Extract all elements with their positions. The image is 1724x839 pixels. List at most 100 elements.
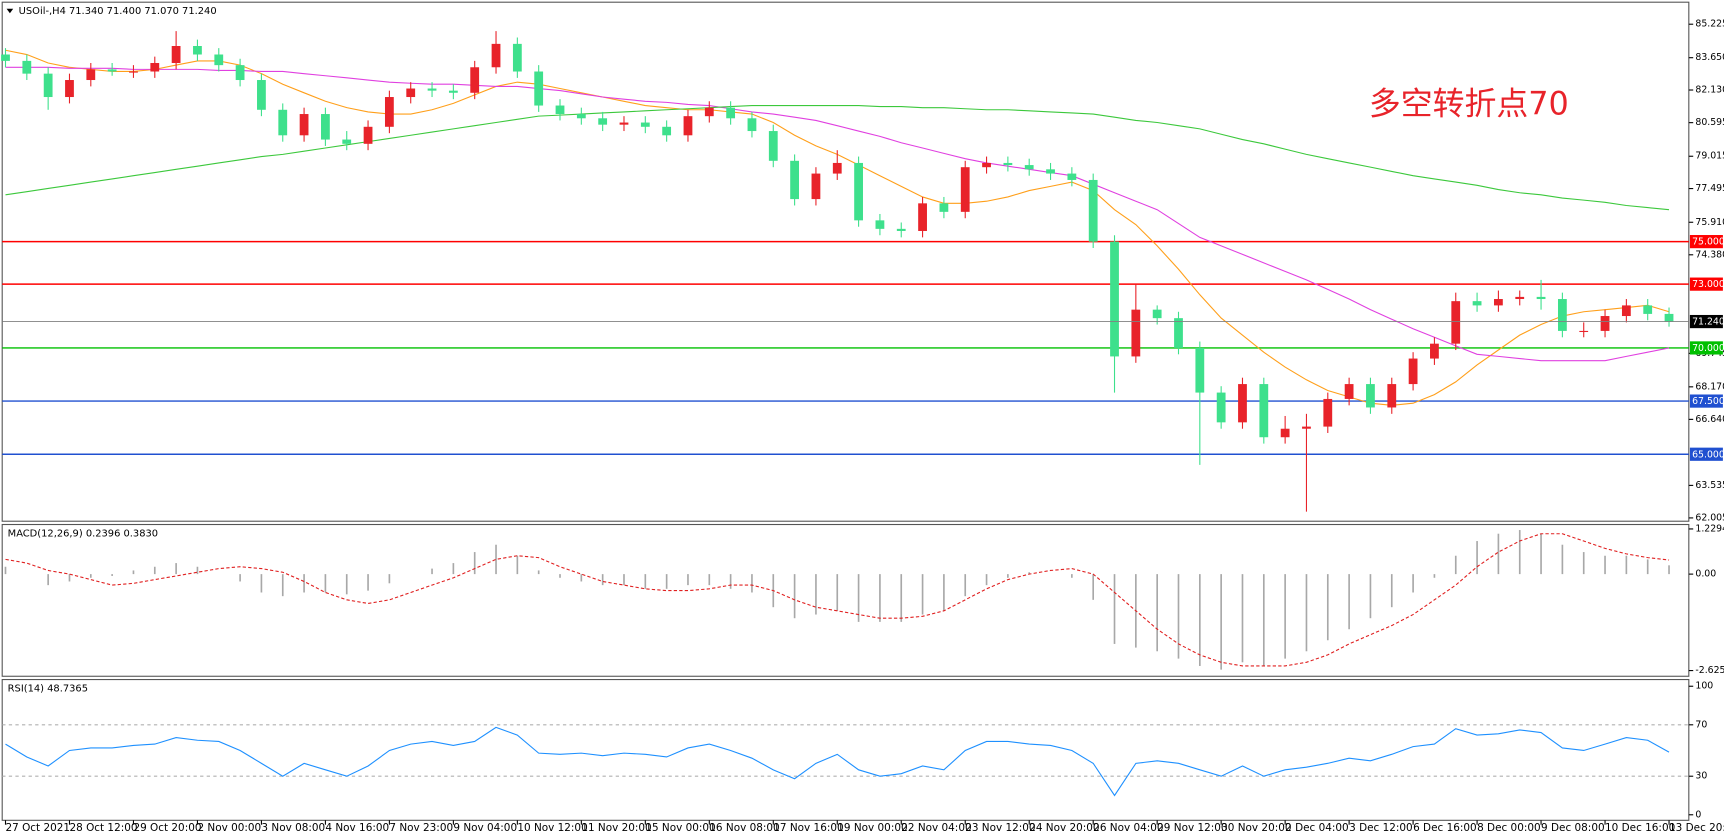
x-tick-label: 22 Nov 04:00 bbox=[901, 822, 971, 834]
y-tick-label: 77.495 bbox=[1695, 183, 1724, 194]
candle-body bbox=[1238, 384, 1247, 423]
candle-body bbox=[790, 160, 800, 200]
candle-body bbox=[257, 80, 266, 110]
candle-body bbox=[939, 203, 949, 212]
x-tick-label: 10 Dec 16:00 bbox=[1605, 822, 1675, 834]
candle-body bbox=[534, 71, 544, 106]
candle-body bbox=[171, 45, 181, 64]
rsi-line bbox=[5, 726, 1670, 797]
y-tick-label: 82.130 bbox=[1695, 85, 1724, 96]
x-tick-label: 7 Nov 23:00 bbox=[389, 822, 453, 834]
level-box bbox=[1689, 394, 1723, 408]
candle-body bbox=[960, 167, 970, 212]
candle-body bbox=[491, 43, 501, 68]
candle-body bbox=[704, 107, 714, 117]
candle-body bbox=[1195, 347, 1205, 393]
x-tick-label: 11 Nov 20:00 bbox=[581, 822, 651, 834]
candle-body bbox=[982, 162, 991, 168]
x-tick-label: 9 Nov 04:00 bbox=[453, 822, 517, 834]
candle-body bbox=[193, 45, 202, 55]
candle-body bbox=[129, 71, 138, 73]
candle-body bbox=[1643, 305, 1653, 314]
candle-body bbox=[1024, 165, 1034, 170]
y-tick-label: 66.640 bbox=[1695, 414, 1724, 425]
candle-body bbox=[278, 109, 288, 136]
candle-body bbox=[384, 97, 394, 127]
x-tick-label: 9 Dec 08:00 bbox=[1541, 822, 1605, 834]
y-tick-label: 75.910 bbox=[1695, 217, 1724, 228]
candle-body bbox=[1302, 426, 1311, 429]
candle-body bbox=[1621, 305, 1631, 317]
candle-body bbox=[150, 63, 160, 72]
y-tick-label: 83.650 bbox=[1695, 52, 1724, 63]
macd-signal bbox=[5, 533, 1670, 667]
candle-body bbox=[65, 80, 74, 98]
level-box bbox=[1689, 341, 1723, 355]
x-tick-label: 4 Nov 16:00 bbox=[325, 822, 389, 834]
candle-body bbox=[235, 65, 245, 81]
candle-body bbox=[1003, 162, 1013, 166]
candle-body bbox=[1110, 241, 1119, 357]
y-tick-label: 74.380 bbox=[1695, 249, 1724, 260]
x-tick-label: 27 Oct 2021 bbox=[5, 822, 70, 834]
level-label: 73.000 bbox=[1692, 279, 1724, 290]
y-tick-label: 85.225 bbox=[1695, 19, 1724, 30]
x-tick-label: 6 Dec 16:00 bbox=[1413, 822, 1477, 834]
x-tick-label: 2 Nov 00:00 bbox=[197, 822, 261, 834]
menu-arrow bbox=[6, 8, 14, 14]
x-tick-label: 30 Nov 20:00 bbox=[1221, 822, 1291, 834]
candle-body bbox=[1430, 343, 1439, 359]
last-price-label: 71.240 bbox=[1692, 317, 1724, 328]
candle-body bbox=[918, 203, 927, 231]
candle-body bbox=[1259, 384, 1269, 438]
level-box bbox=[1689, 447, 1723, 461]
x-tick-label: 16 Nov 08:00 bbox=[709, 822, 779, 834]
candle-body bbox=[1451, 301, 1461, 344]
candle-body bbox=[1344, 384, 1354, 399]
y-tick-label: 100 bbox=[1695, 681, 1713, 692]
x-tick-label: 13 Dec 20:00 bbox=[1669, 822, 1724, 834]
candle-body bbox=[321, 114, 330, 140]
x-tick-label: 8 Dec 00:00 bbox=[1477, 822, 1541, 834]
candle-body bbox=[1174, 318, 1183, 348]
candle-body bbox=[1664, 313, 1674, 322]
candle-body bbox=[619, 122, 629, 125]
level-box bbox=[1689, 277, 1723, 291]
candle-body bbox=[1280, 428, 1290, 438]
y-tick-label: 0.00 bbox=[1695, 569, 1716, 580]
candle-body bbox=[512, 43, 522, 72]
candle-body bbox=[1046, 169, 1055, 174]
level-label: 70.000 bbox=[1692, 343, 1724, 354]
x-tick-label: 29 Nov 12:00 bbox=[1157, 822, 1227, 834]
candle-body bbox=[576, 114, 586, 119]
x-tick-label: 2 Dec 04:00 bbox=[1285, 822, 1349, 834]
moving-average bbox=[5, 105, 1670, 211]
candle-body bbox=[427, 88, 437, 91]
y-tick-label: 63.535 bbox=[1695, 480, 1724, 491]
level-label: 65.000 bbox=[1692, 449, 1724, 460]
candle-body bbox=[811, 173, 821, 200]
candle-body bbox=[1088, 179, 1098, 242]
x-tick-label: 3 Dec 12:00 bbox=[1349, 822, 1413, 834]
candle-body bbox=[598, 118, 608, 125]
candle-body bbox=[683, 116, 693, 136]
candle-body bbox=[1, 54, 10, 61]
candle-body bbox=[1536, 296, 1546, 300]
candle-body bbox=[768, 131, 778, 161]
x-tick-label: 3 Nov 08:00 bbox=[261, 822, 325, 834]
candle-body bbox=[747, 118, 757, 132]
candle-body bbox=[1387, 384, 1397, 408]
candle-body bbox=[299, 114, 309, 136]
y-tick-label: 30 bbox=[1695, 771, 1707, 782]
last-price-box bbox=[1689, 314, 1723, 329]
y-tick-label: 0 bbox=[1695, 809, 1701, 820]
candle-body bbox=[470, 67, 480, 93]
candle-body bbox=[1323, 398, 1333, 427]
y-tick-label: 62.005 bbox=[1695, 512, 1724, 523]
candle-body bbox=[406, 88, 416, 98]
candle-body bbox=[1408, 358, 1418, 385]
y-tick-label: 80.595 bbox=[1695, 117, 1724, 128]
